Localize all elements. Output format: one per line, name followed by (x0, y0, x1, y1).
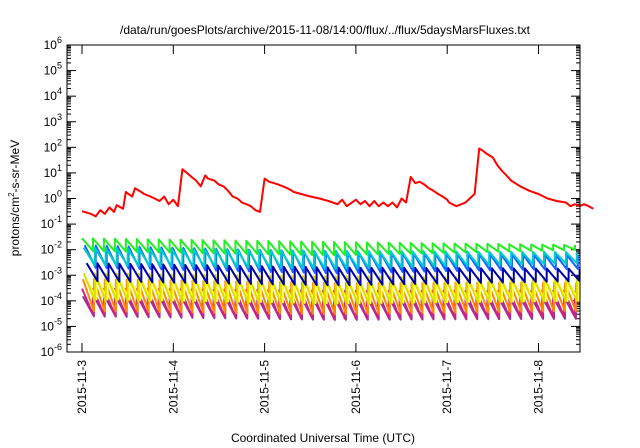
y-tick-label: 104 (44, 86, 62, 103)
series-layer (81, 147, 594, 321)
series-line (84, 276, 580, 305)
y-tick-label: 10-2 (41, 240, 62, 257)
series-line (82, 246, 578, 270)
series-line (82, 295, 577, 321)
y-tick-label: 106 (44, 35, 62, 52)
y-tick-label: 103 (44, 112, 62, 129)
x-tick-label: 2015-11-3 (75, 360, 89, 414)
series-line (81, 237, 576, 257)
x-tick-label: 2015-11-5 (258, 360, 272, 414)
series-line (82, 272, 578, 306)
series-line (81, 287, 576, 320)
y-tick-label: 105 (44, 61, 62, 78)
chart-title: /data/run/goesPlots/archive/2015-11-08/1… (120, 23, 531, 37)
y-tick-label: 100 (44, 189, 62, 206)
plot-frame (66, 44, 581, 353)
series-line (81, 278, 577, 316)
series-line (85, 262, 581, 287)
y-axis-label: protons/cm2-s-sr-MeV (7, 140, 22, 256)
x-tick-label: 2015-11-4 (166, 360, 180, 414)
y-tick-label: 10-3 (41, 265, 62, 282)
x-axis-label: Coordinated Universal Time (UTC) (231, 431, 415, 445)
y-tick-label: 10-1 (41, 214, 62, 231)
y-tick-label: 10-4 (41, 291, 62, 308)
y-tick-label: 102 (44, 137, 62, 154)
series-line (81, 147, 594, 218)
y-axis-ticks: 106 105 104 103 102 101 100 10-1 10-2 10-3 10-4 10-… (41, 35, 580, 359)
y-tick-label: 10-5 (41, 316, 62, 333)
x-tick-label: 2015-11-8 (532, 360, 546, 414)
series-line (83, 244, 579, 275)
x-tick-label: 2015-11-7 (440, 360, 454, 414)
x-tick-label: 2015-11-6 (349, 360, 363, 414)
x-axis-ticks: 2015-11-3 2015-11-4 2015-11-5 2015-11-6 2015… (75, 45, 546, 414)
y-tick-label: 101 (44, 163, 62, 180)
y-tick-label: 10-6 (41, 342, 62, 359)
